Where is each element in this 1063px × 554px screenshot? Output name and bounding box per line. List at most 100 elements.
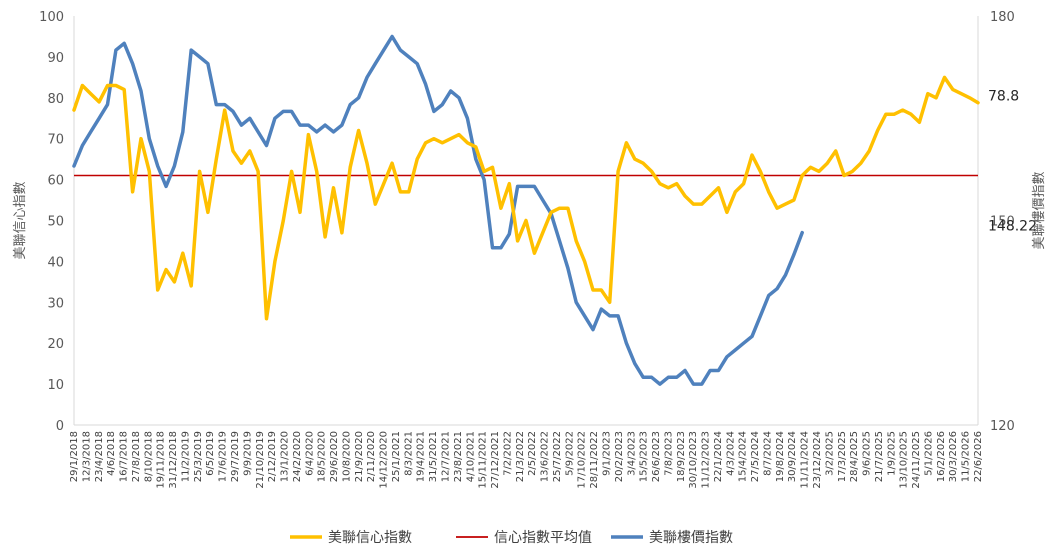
series-line-price [72, 34, 804, 386]
x-tick-label: 21/3/2022 [515, 431, 526, 482]
x-tick-label: 4/6/2018 [106, 431, 117, 476]
x-tick-label: 29/7/2019 [230, 431, 241, 482]
y-axis-right: 120 150 180 [990, 10, 1015, 434]
y-tick-label: 10 [47, 378, 64, 393]
x-tick-label: 6/5/2019 [205, 431, 216, 476]
x-tick-label: 18/5/2020 [317, 431, 328, 482]
x-tick-label: 11/11/2024 [800, 431, 811, 489]
x-tick-label: 13/6/2022 [540, 431, 551, 482]
y-axis-left-title: 美聯信心指數 [13, 181, 28, 259]
x-tick-label: 22/6/2026 [973, 431, 984, 482]
x-tick-label: 2/5/2022 [527, 431, 538, 476]
x-tick-label: 31/12/2018 [168, 431, 179, 489]
y-tick-label: 80 [47, 92, 64, 107]
x-tick-label: 31/5/2021 [428, 431, 439, 482]
end-labels: 78.8 148.22 [988, 89, 1037, 235]
x-tick-label: 8/3/2021 [403, 431, 414, 476]
x-tick-label: 9/1/2023 [601, 431, 612, 476]
x-tick-label: 10/8/2020 [341, 431, 352, 482]
x-tick-label: 20/2/2023 [614, 431, 625, 482]
y-tick-label: 50 [47, 215, 64, 230]
y-axis-right-title: 美聯樓價指數 [1032, 171, 1047, 249]
end-label-price: 148.22 [988, 219, 1037, 235]
x-tick-label: 9/9/2019 [242, 431, 253, 476]
legend-label-confidence: 美聯信心指數 [328, 530, 412, 546]
x-tick-label: 3/4/2023 [626, 431, 637, 476]
x-tick-label: 27/5/2024 [750, 431, 761, 482]
y-axis-left: 0 10 20 30 40 50 60 70 80 90 100 [39, 10, 64, 434]
x-tick-label: 27/12/2021 [490, 431, 501, 489]
x-tick-label: 2/11/2020 [366, 431, 377, 482]
x-tick-label: 4/10/2021 [465, 431, 476, 482]
x-tick-label: 25/1/2021 [391, 431, 402, 482]
x-tick-label: 1/9/2025 [886, 431, 897, 476]
x-tick-label: 25/7/2022 [552, 431, 563, 482]
x-tick-label: 13/1/2020 [280, 431, 291, 482]
x-tick-label: 11/5/2026 [961, 431, 972, 482]
x-tick-label: 24/2/2020 [292, 431, 303, 482]
plot-area [73, 16, 979, 426]
x-tick-label: 26/6/2023 [651, 431, 662, 482]
x-tick-label: 30/3/2026 [948, 431, 959, 482]
x-tick-label: 30/9/2024 [787, 431, 798, 482]
x-tick-label: 15/4/2024 [738, 431, 749, 482]
x-tick-label: 21/9/2020 [354, 431, 365, 482]
x-tick-label: 28/11/2022 [589, 431, 600, 489]
x-tick-label: 19/4/2021 [416, 431, 427, 482]
x-tick-label: 5/1/2026 [923, 431, 934, 476]
x-tick-label: 23/4/2018 [94, 431, 105, 482]
x-tick-label: 23/8/2021 [453, 431, 464, 482]
y-tick-label: 100 [39, 10, 64, 25]
y-tick-label: 90 [47, 51, 64, 66]
x-tick-label: 7/8/2023 [663, 431, 674, 476]
x-tick-label: 7/2/2022 [502, 431, 513, 476]
x-tick-label: 13/10/2025 [899, 431, 910, 489]
y-tick-label: 20 [47, 337, 64, 352]
x-tick-label: 27/8/2018 [131, 431, 142, 482]
x-tick-label: 29/1/2018 [69, 431, 80, 482]
x-tick-label: 21/10/2019 [255, 431, 266, 489]
x-tick-label: 5/9/2022 [564, 431, 575, 476]
legend: 美聯信心指數 信心指數平均值 美聯樓價指數 [290, 529, 733, 546]
legend-label-average: 信心指數平均值 [494, 530, 592, 546]
x-tick-label: 9/6/2025 [862, 431, 873, 476]
x-tick-label: 17/6/2019 [218, 431, 229, 482]
x-tick-label: 29/6/2020 [329, 431, 340, 482]
x-tick-label: 30/10/2023 [688, 431, 699, 489]
series-layer [72, 34, 980, 386]
y-tick-label: 70 [47, 133, 64, 148]
x-tick-label: 2/12/2019 [267, 431, 278, 482]
y-tick-label: 30 [47, 296, 64, 311]
end-label-confidence: 78.8 [988, 89, 1019, 105]
x-tick-label: 16/2/2026 [936, 431, 947, 482]
y-tick-label: 60 [47, 174, 64, 189]
legend-label-price: 美聯樓價指數 [649, 529, 733, 546]
y-tick-label: 40 [47, 255, 64, 270]
x-tick-label: 21/7/2025 [874, 431, 885, 482]
x-tick-label: 11/12/2023 [701, 431, 712, 489]
x-tick-label: 12/7/2021 [441, 431, 452, 482]
x-tick-label: 16/7/2018 [119, 431, 130, 482]
y2-tick-label: 150 [990, 215, 1015, 230]
y2-tick-label: 180 [990, 10, 1015, 25]
x-tick-label: 3/2/2025 [824, 431, 835, 476]
y2-tick-label: 120 [990, 419, 1015, 434]
x-tick-label: 15/11/2021 [478, 431, 489, 489]
x-tick-label: 8/10/2018 [143, 431, 154, 482]
series-line-confidence [72, 75, 980, 321]
x-axis: 29/1/2018 12/3/2018 23/4/2018 4/6/2018 16/7/… [69, 431, 984, 489]
x-tick-label: 17/3/2025 [837, 431, 848, 482]
x-tick-label: 15/5/2023 [639, 431, 650, 482]
y-tick-label: 0 [56, 419, 64, 434]
x-tick-label: 28/4/2025 [849, 431, 860, 482]
x-tick-label: 25/3/2019 [193, 431, 204, 482]
x-tick-label: 19/8/2024 [775, 431, 786, 482]
x-tick-label: 14/12/2020 [379, 431, 390, 489]
x-tick-label: 22/1/2024 [713, 431, 724, 482]
x-tick-label: 12/3/2018 [81, 431, 92, 482]
x-tick-label: 24/11/2025 [911, 431, 922, 489]
x-tick-label: 17/10/2022 [577, 431, 588, 489]
x-tick-label: 11/2/2019 [180, 431, 191, 482]
x-tick-label: 8/7/2024 [762, 431, 773, 476]
